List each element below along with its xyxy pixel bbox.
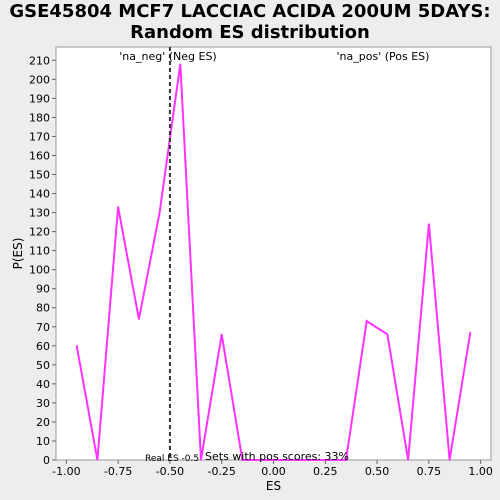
y-tick-label: 60 <box>36 340 50 353</box>
data-point <box>448 459 451 461</box>
y-tick-label: 180 <box>29 111 50 124</box>
x-tick-label: 0.25 <box>313 465 338 478</box>
x-tick-label: -0.25 <box>207 465 235 478</box>
x-tick-label: 0.50 <box>365 465 390 478</box>
data-point <box>303 459 306 461</box>
y-tick-label: 30 <box>36 397 50 410</box>
data-point <box>428 223 430 225</box>
y-tick-label: 110 <box>29 245 50 258</box>
y-tick-label: 200 <box>29 73 50 86</box>
data-point <box>241 459 244 461</box>
data-point <box>138 318 140 320</box>
x-axis-title: ES <box>266 479 281 493</box>
y-tick-label: 0 <box>43 454 50 467</box>
data-point <box>200 459 202 461</box>
y-tick-label: 80 <box>36 302 50 315</box>
data-point <box>324 459 327 461</box>
x-tick-label: 1.00 <box>468 465 493 478</box>
y-tick-label: 160 <box>29 149 50 162</box>
y-tick-label: 130 <box>29 207 50 220</box>
series-line <box>75 63 472 461</box>
y-tick-label: 20 <box>36 416 50 429</box>
data-point <box>407 459 409 461</box>
x-tick-label: 0.00 <box>261 465 286 478</box>
data-point <box>469 331 472 334</box>
y-tick-label: 120 <box>29 226 50 239</box>
data-point <box>345 459 347 461</box>
y-tick-label: 50 <box>36 359 50 372</box>
x-tick-label: 0.75 <box>417 465 442 478</box>
data-point <box>365 320 368 322</box>
data-point <box>96 459 99 461</box>
plot-area <box>55 46 492 461</box>
data-point <box>262 459 264 461</box>
y-tick-label: 170 <box>29 130 50 143</box>
y-tick-label: 40 <box>36 378 50 391</box>
y-tick-label: 150 <box>29 169 50 182</box>
y-tick-label: 210 <box>29 54 50 67</box>
pos-es-label: 'na_pos' (Pos ES) <box>337 50 430 63</box>
series-layer <box>75 63 472 461</box>
x-tick-label: -1.00 <box>52 465 80 478</box>
y-tick-label: 70 <box>36 321 50 334</box>
y-tick-label: 90 <box>36 283 50 296</box>
pos-scores-footer: Sets with pos scores: 33% <box>205 450 349 463</box>
data-point <box>283 459 285 461</box>
y-axis: 0 10 20 30 40 50 60 70 80 90 100 110 120 130 140 150 160… <box>29 54 56 467</box>
data-point <box>75 345 78 347</box>
data-point <box>179 63 182 65</box>
x-axis: -1.00 -0.75 -0.50 -0.25 0.00 0.25 0.50 0.75 1.00 <box>52 460 493 478</box>
y-axis-title: P(ES) <box>11 238 25 270</box>
data-point <box>386 333 389 336</box>
x-tick-label: -0.50 <box>156 465 184 478</box>
y-tick-label: 140 <box>29 188 50 201</box>
chart-title: GSE45804 MCF7 LACCIAC ACIDA 200UM 5DAYS:… <box>9 1 491 43</box>
real-es-label: Real ES -0.5 <box>145 454 199 464</box>
data-point <box>117 206 119 208</box>
y-tick-label: 10 <box>36 435 50 448</box>
x-tick-label: -0.75 <box>104 465 132 478</box>
data-point <box>158 211 161 214</box>
y-tick-label: 100 <box>29 264 50 277</box>
neg-es-label: 'na_neg' (Neg ES) <box>119 50 216 63</box>
data-point <box>220 333 223 336</box>
y-tick-label: 190 <box>29 92 50 105</box>
